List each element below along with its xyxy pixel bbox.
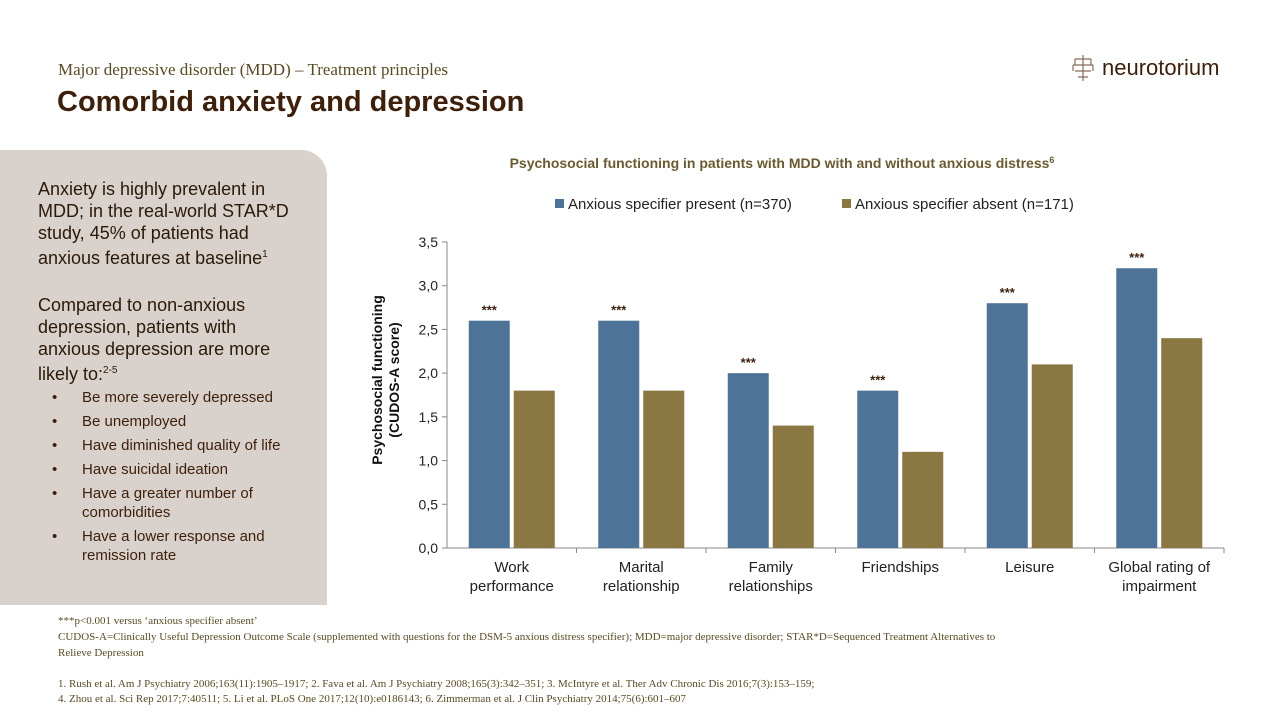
bar xyxy=(727,373,769,548)
y-tick-label: 2,5 xyxy=(419,321,439,337)
list-item: Have suicidal ideation xyxy=(50,460,310,479)
references-2: 4. Zhou et al. Sci Rep 2017;7:40511; 5. … xyxy=(58,693,687,705)
bar xyxy=(902,451,944,548)
significance-marker: *** xyxy=(1000,285,1016,300)
subtitle: Major depressive disorder (MDD) – Treatm… xyxy=(58,60,448,79)
x-tick-label: relationships xyxy=(729,578,813,595)
x-tick-label: Marital xyxy=(619,559,664,576)
x-tick-label: performance xyxy=(470,578,554,595)
x-tick-label: Family xyxy=(749,559,794,576)
y-tick-label: 3,0 xyxy=(419,278,439,294)
bar xyxy=(1031,364,1073,548)
brain-tree-icon xyxy=(1072,55,1094,81)
bar xyxy=(772,425,814,548)
point-1: Anxiety is highly prevalent in MDD; in t… xyxy=(38,179,289,268)
legend-swatch xyxy=(842,199,851,208)
significance-marker: *** xyxy=(870,373,886,388)
x-tick-label: Work xyxy=(494,559,529,576)
y-tick-label: 1,5 xyxy=(419,409,439,425)
y-axis-label: Psychosocial functioning(CUDOS-A score) xyxy=(369,295,402,465)
significance-marker: *** xyxy=(482,303,498,318)
y-tick-label: 3,5 xyxy=(419,234,439,250)
logo: neurotorium xyxy=(1070,53,1219,83)
y-tick-label: 1,0 xyxy=(419,453,439,469)
list-item: Have a greater number of comorbidities xyxy=(50,484,310,522)
list-item: Be unemployed xyxy=(50,412,310,431)
bar xyxy=(857,390,899,548)
significance-marker: *** xyxy=(741,355,757,370)
chart-title: Psychosocial functioning in patients wit… xyxy=(510,155,1055,171)
bar xyxy=(643,390,685,548)
legend-swatch xyxy=(555,199,564,208)
list-item: Have a lower response and remission rate xyxy=(50,527,310,565)
x-tick-label: Leisure xyxy=(1005,559,1054,576)
legend-label: Anxious specifier absent (n=171) xyxy=(855,196,1074,213)
legend-label: Anxious specifier present (n=370) xyxy=(568,196,792,213)
x-tick-label: relationship xyxy=(603,578,680,595)
list-item: Have diminished quality of life xyxy=(50,436,310,455)
x-tick-label: Global rating of xyxy=(1108,559,1211,576)
y-tick-label: 2,0 xyxy=(419,365,439,381)
key-points-panel: Anxiety is highly prevalent in MDD; in t… xyxy=(0,150,327,605)
bar xyxy=(468,320,510,548)
bullet-list: Be more severely depressed Be unemployed… xyxy=(50,388,310,570)
list-item: Be more severely depressed xyxy=(50,388,310,407)
significance-marker: *** xyxy=(611,303,627,318)
x-tick-label: impairment xyxy=(1122,578,1197,595)
page-title: Comorbid anxiety and depression xyxy=(57,86,525,118)
abbreviations: CUDOS-A=Clinically Useful Depression Out… xyxy=(58,631,996,659)
y-tick-label: 0,0 xyxy=(419,540,439,556)
y-tick-label: 0,5 xyxy=(419,496,439,512)
references-1: 1. Rush et al. Am J Psychiatry 2006;163(… xyxy=(58,678,815,690)
significance-marker: *** xyxy=(1129,250,1145,265)
point-2: Compared to non-anxious depression, pati… xyxy=(38,295,271,384)
bar xyxy=(598,320,640,548)
logo-text: neurotorium xyxy=(1102,55,1220,80)
x-tick-label: Friendships xyxy=(861,559,939,576)
significance-note: ***p<0.001 versus ‘anxious specifier abs… xyxy=(58,615,258,627)
bar xyxy=(1116,268,1158,548)
bar xyxy=(986,303,1028,548)
bar xyxy=(1161,338,1203,548)
bar xyxy=(513,390,555,548)
